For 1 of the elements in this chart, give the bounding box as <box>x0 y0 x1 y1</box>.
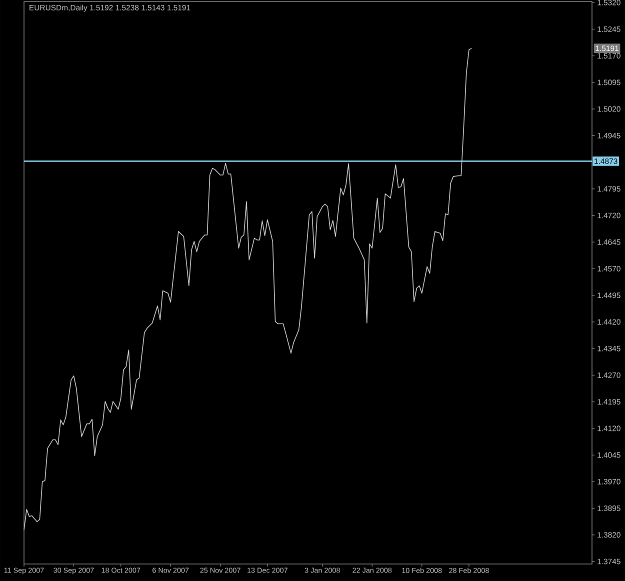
line-series <box>24 48 472 530</box>
